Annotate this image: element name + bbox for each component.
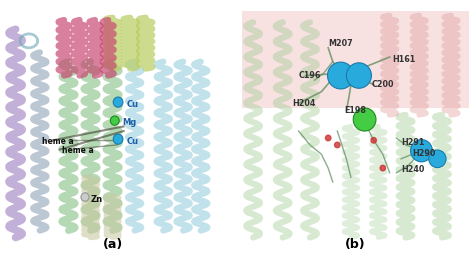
Circle shape — [110, 116, 119, 125]
Text: M207: M207 — [328, 39, 353, 48]
Circle shape — [328, 62, 354, 89]
Bar — [242, 11, 469, 108]
Circle shape — [335, 142, 340, 148]
Text: Zn: Zn — [91, 195, 103, 204]
Circle shape — [81, 193, 89, 201]
Circle shape — [429, 150, 446, 168]
Text: H240: H240 — [401, 165, 424, 174]
Circle shape — [380, 165, 385, 171]
Text: heme a: heme a — [42, 137, 74, 146]
Circle shape — [410, 140, 432, 162]
Text: H291: H291 — [401, 138, 424, 147]
Text: (a): (a) — [102, 238, 123, 251]
Text: C200: C200 — [372, 80, 394, 89]
Text: H161: H161 — [392, 55, 415, 64]
Circle shape — [353, 108, 376, 131]
Text: heme a: heme a — [62, 146, 94, 155]
Text: Cu: Cu — [127, 100, 139, 109]
Circle shape — [113, 97, 123, 107]
Text: Cu: Cu — [127, 137, 139, 146]
Circle shape — [113, 134, 123, 144]
Text: C196: C196 — [299, 71, 321, 80]
Circle shape — [371, 137, 376, 143]
Text: H290: H290 — [412, 148, 436, 158]
Circle shape — [326, 135, 331, 141]
Circle shape — [346, 63, 372, 88]
Text: H204: H204 — [292, 99, 315, 108]
Text: (b): (b) — [345, 238, 366, 251]
Text: Mg: Mg — [122, 118, 137, 128]
Text: E198: E198 — [344, 106, 366, 115]
